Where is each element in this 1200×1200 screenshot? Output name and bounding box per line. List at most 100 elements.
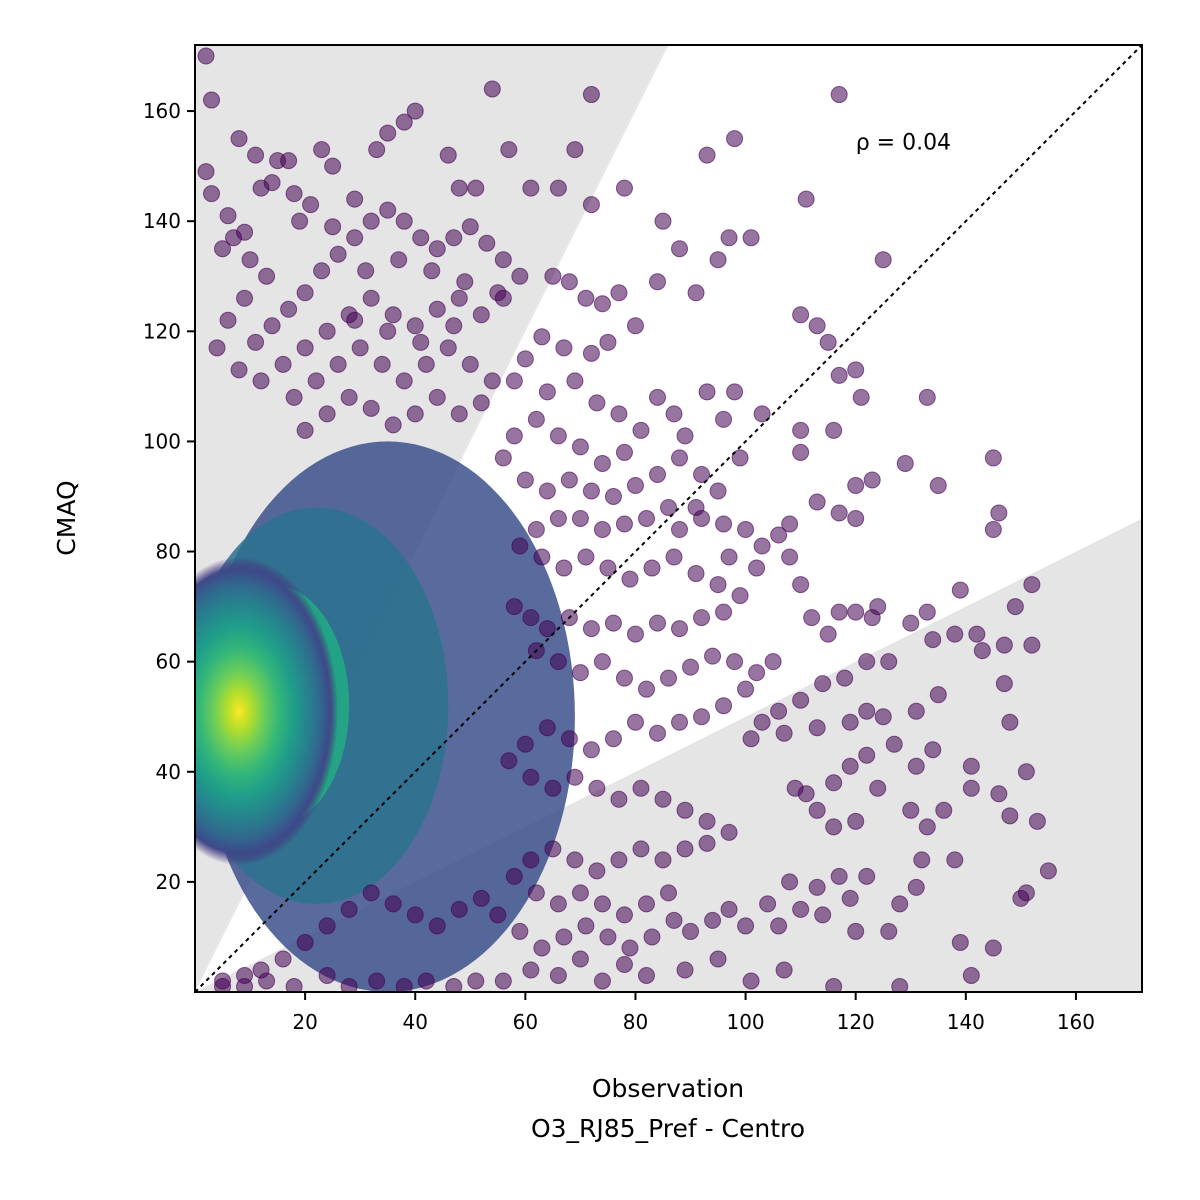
data-point: [742, 972, 760, 990]
data-point: [406, 317, 424, 335]
data-point: [439, 146, 457, 164]
data-point: [274, 355, 292, 373]
data-point: [665, 405, 683, 423]
data-point: [858, 702, 876, 720]
data-point: [995, 636, 1013, 654]
data-point: [984, 521, 1002, 539]
data-point: [362, 399, 380, 417]
data-point: [538, 620, 556, 638]
data-point: [582, 482, 600, 500]
data-point: [671, 521, 689, 539]
data-point: [582, 344, 600, 362]
data-point: [731, 449, 749, 467]
data-point: [946, 851, 964, 869]
data-point: [582, 196, 600, 214]
data-point: [671, 240, 689, 258]
data-point: [571, 510, 589, 527]
data-point: [538, 719, 556, 737]
data-point: [885, 735, 903, 753]
data-point: [654, 790, 672, 808]
data-point: [511, 922, 529, 940]
data-point: [665, 548, 683, 566]
data-point: [379, 201, 397, 219]
data-point: [549, 653, 567, 671]
y-axis-label: CMAQ: [52, 480, 81, 555]
data-point: [825, 421, 843, 439]
data-point: [428, 388, 446, 406]
data-point: [527, 410, 545, 428]
data-point: [577, 917, 595, 935]
data-point: [406, 906, 424, 924]
data-point: [637, 895, 655, 913]
data-point: [417, 972, 435, 990]
data-point: [522, 179, 540, 197]
data-point: [720, 229, 738, 247]
data-point: [549, 895, 567, 913]
data-point: [715, 515, 733, 533]
data-point: [913, 851, 931, 869]
data-point: [362, 884, 380, 902]
data-point: [522, 609, 540, 627]
data-point: [693, 708, 711, 726]
data-point: [671, 449, 689, 467]
data-point: [390, 251, 408, 269]
data-point: [588, 779, 606, 797]
data-point: [781, 515, 799, 533]
data-point: [830, 504, 848, 522]
data-point: [726, 383, 744, 401]
data-point: [610, 284, 628, 302]
data-point: [951, 581, 969, 599]
data-point: [340, 900, 358, 918]
data-point: [296, 339, 314, 357]
data-point: [632, 840, 650, 858]
data-point: [467, 179, 485, 197]
data-point: [379, 322, 397, 340]
x-tick-label: 60: [513, 1010, 538, 1034]
data-point: [252, 961, 270, 979]
data-point: [781, 548, 799, 566]
data-point: [472, 889, 490, 907]
data-point: [962, 757, 980, 775]
data-point: [450, 289, 468, 307]
data-point: [709, 576, 727, 594]
data-point: [929, 686, 947, 704]
data-point: [373, 355, 391, 373]
data-point: [406, 102, 424, 120]
data-point: [709, 482, 727, 500]
data-point: [984, 449, 1002, 467]
data-point: [847, 361, 865, 379]
x-tick-label: 140: [947, 1010, 985, 1034]
data-point: [483, 372, 501, 390]
data-point: [720, 548, 738, 566]
data-point: [808, 801, 826, 819]
data-point: [615, 906, 633, 924]
data-point: [792, 306, 810, 324]
x-tick-label: 100: [726, 1010, 764, 1034]
data-point: [566, 851, 584, 869]
data-point: [610, 790, 628, 808]
data-point: [737, 917, 755, 935]
data-point: [346, 190, 364, 208]
data-point: [571, 438, 589, 456]
data-point: [742, 229, 760, 247]
data-point: [291, 212, 309, 230]
data-point: [214, 240, 232, 258]
data-point: [467, 972, 485, 990]
data-point: [770, 917, 788, 935]
data-point: [274, 950, 292, 968]
data-point: [252, 179, 270, 197]
data-point: [357, 262, 375, 280]
data-point: [990, 504, 1008, 522]
data-point: [648, 273, 666, 291]
data-point: [379, 124, 397, 142]
data-point: [505, 427, 523, 445]
data-point: [230, 361, 248, 379]
data-point: [302, 196, 320, 214]
data-point: [792, 691, 810, 709]
data-point: [505, 867, 523, 885]
data-point: [445, 977, 463, 992]
data-point: [858, 746, 876, 764]
data-point: [847, 510, 865, 527]
data-point: [924, 631, 942, 649]
